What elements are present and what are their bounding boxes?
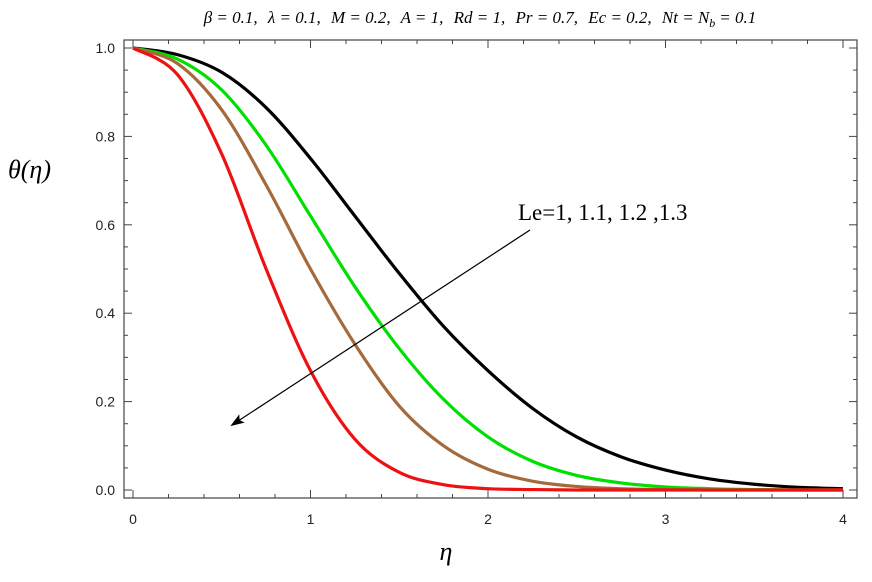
title-lambda: λ = 0.1, xyxy=(267,8,321,27)
series-line-3 xyxy=(132,46,843,492)
y-tick-label: 0.2 xyxy=(96,394,116,410)
annotation-arrow xyxy=(230,229,531,427)
plot-frame xyxy=(123,39,858,499)
title-pr: Pr = 0.7, xyxy=(515,8,578,27)
annotation-le: Le=1, 1.1, 1.2 ,1.3 xyxy=(518,200,687,225)
title-nt-post: = 0.1 xyxy=(719,8,756,27)
y-tick-label: 0.8 xyxy=(96,128,116,144)
y-tick-label: 0.6 xyxy=(96,217,116,233)
series-line-1 xyxy=(132,46,844,491)
y-tick-label: 0.0 xyxy=(96,482,116,498)
title-rd: Rd = 1, xyxy=(453,8,506,27)
title-m: M = 0.2, xyxy=(330,8,391,27)
series-line-2 xyxy=(132,46,844,492)
series-line-4 xyxy=(132,46,843,492)
x-axis-label: η xyxy=(440,537,453,566)
title-a: A = 1, xyxy=(400,8,444,27)
y-tick-label: 1.0 xyxy=(96,40,116,56)
x-tick-label: 0 xyxy=(129,511,137,527)
title-ec: Ec = 0.2, xyxy=(587,8,651,27)
x-tick-label: 4 xyxy=(839,511,847,527)
title-beta: β = 0.1, xyxy=(203,8,258,27)
chart-title: β = 0.1, λ = 0.1, M = 0.2, A = 1, Rd = 1… xyxy=(203,8,757,30)
x-tick-label: 2 xyxy=(484,511,492,527)
x-tick-label: 1 xyxy=(307,511,315,527)
series-layer xyxy=(132,46,844,492)
title-nt: Nt = N xyxy=(661,8,711,27)
y-axis-label: θ(η) xyxy=(8,155,51,184)
ticks-layer: 0 1 2 3 4 0.0 0.2 0.4 0.6 0.8 1.0 xyxy=(96,40,857,527)
y-tick-label: 0.4 xyxy=(96,305,116,321)
x-tick-label: 3 xyxy=(662,511,670,527)
title-nt-sub: b xyxy=(709,16,715,30)
